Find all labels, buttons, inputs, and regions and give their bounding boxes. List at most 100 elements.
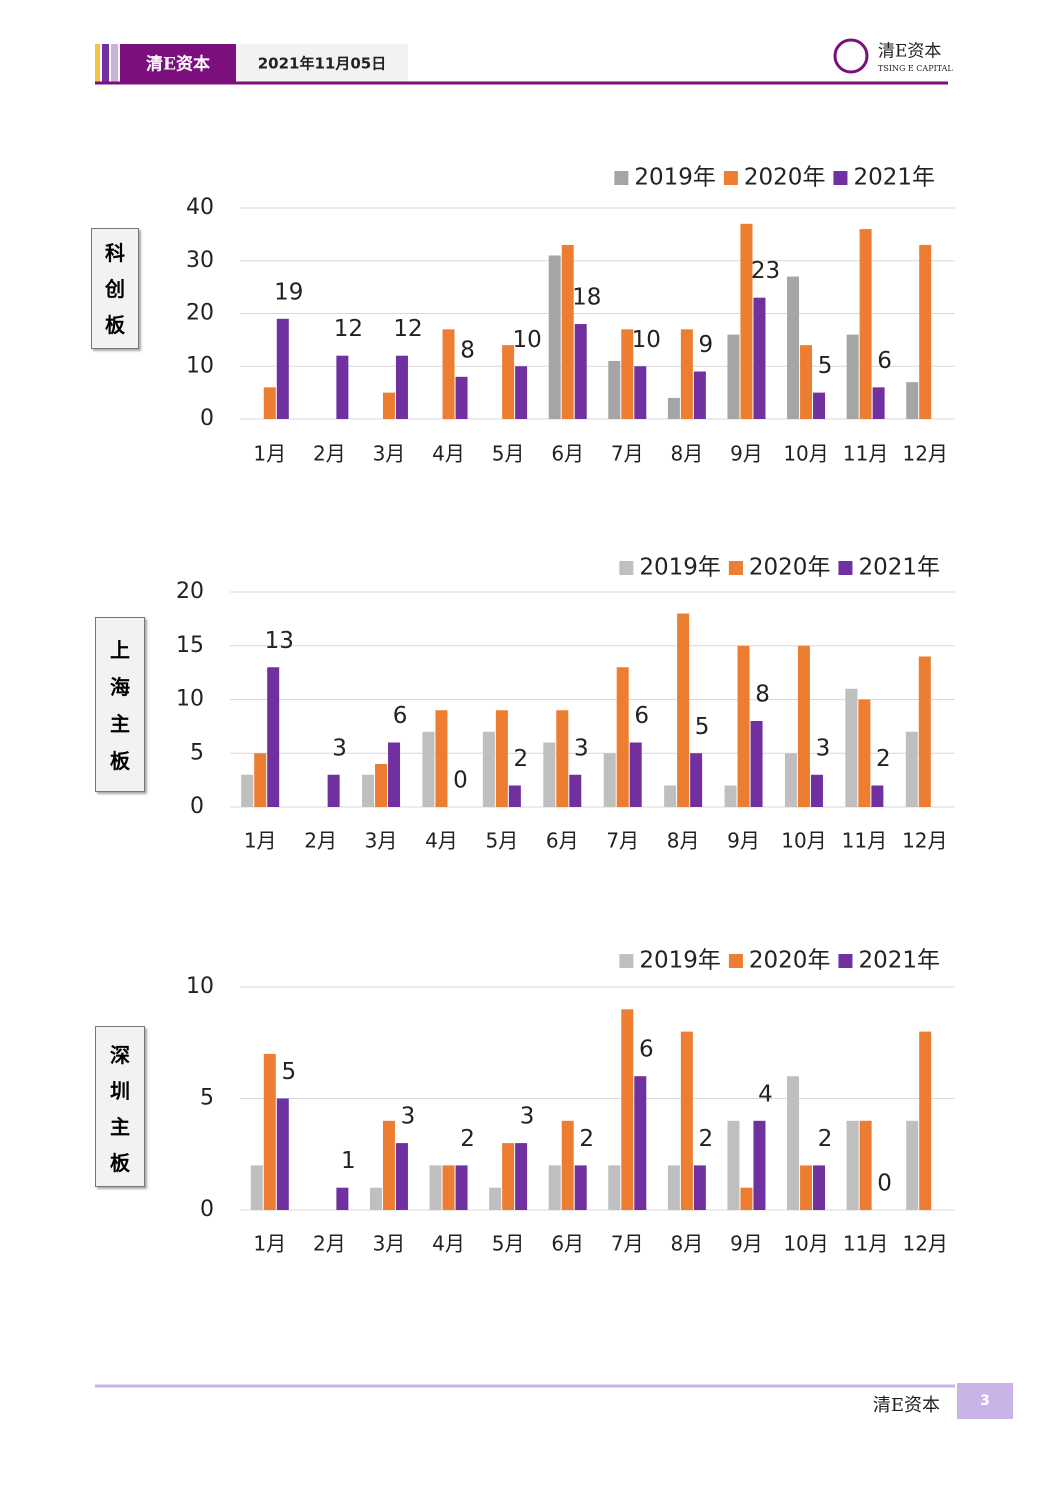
bar	[753, 297, 766, 419]
bar	[569, 774, 582, 807]
x-tick-label: 8月	[667, 829, 700, 853]
bar	[254, 753, 267, 807]
legend-swatch	[728, 561, 743, 575]
bar	[740, 223, 753, 419]
bar	[919, 244, 932, 419]
legend-swatch	[619, 561, 634, 575]
bar	[693, 371, 706, 419]
bar	[543, 742, 556, 807]
data-label: 2	[579, 1126, 594, 1152]
bar	[905, 731, 918, 807]
x-tick-label: 4月	[432, 1232, 465, 1256]
bar	[871, 785, 884, 807]
bar	[574, 324, 587, 419]
legend-label: 2021年	[858, 555, 940, 581]
bar	[382, 392, 395, 419]
data-label: 8	[755, 682, 770, 708]
page-number: 3	[980, 1393, 990, 1409]
chart-side-label: 深圳主板	[95, 1026, 145, 1187]
bar	[603, 753, 616, 807]
legend-swatch	[833, 171, 848, 185]
bar	[906, 382, 919, 419]
bar	[608, 1165, 621, 1210]
bar	[276, 318, 289, 419]
y-tick-label: 40	[186, 195, 214, 220]
y-tick-label: 10	[186, 974, 214, 999]
bar	[495, 710, 508, 807]
bar	[442, 329, 455, 419]
bar	[336, 355, 349, 419]
bar	[667, 1165, 680, 1210]
bar	[455, 1165, 468, 1210]
x-tick-label: 2月	[313, 442, 346, 466]
bar	[375, 764, 388, 807]
bar	[621, 1009, 634, 1210]
bar	[693, 1165, 706, 1210]
bar	[858, 699, 871, 807]
data-label: 2	[514, 746, 529, 772]
bar	[737, 645, 750, 807]
bar	[859, 1120, 872, 1210]
bar	[616, 667, 629, 807]
x-tick-label: 11月	[843, 1232, 888, 1256]
data-label: 5	[695, 714, 710, 740]
bar	[548, 255, 561, 419]
x-tick-label: 12月	[902, 1232, 947, 1256]
bar	[634, 1076, 647, 1210]
data-label: 12	[393, 316, 422, 342]
data-label: 18	[572, 285, 601, 311]
x-tick-label: 10月	[781, 829, 826, 853]
bar	[608, 360, 621, 419]
bar	[740, 1187, 753, 1210]
legend-label: 2020年	[749, 555, 831, 581]
bar	[556, 710, 569, 807]
bar	[327, 774, 340, 807]
bar	[263, 387, 276, 419]
x-tick-label: 1月	[253, 1232, 286, 1256]
header-date: 2021年11月05日	[258, 55, 387, 73]
bar	[859, 229, 872, 419]
bar	[727, 334, 740, 419]
y-tick-label: 5	[190, 740, 204, 765]
bar	[846, 1120, 859, 1210]
y-tick-label: 5	[200, 1086, 214, 1111]
x-tick-label: 3月	[373, 1232, 406, 1256]
legend-swatch	[614, 171, 629, 185]
data-label: 4	[758, 1081, 773, 1107]
bar	[621, 329, 634, 419]
x-tick-label: 2月	[313, 1232, 346, 1256]
header-company: 清E资本	[146, 54, 210, 75]
bar	[797, 645, 810, 807]
bar	[395, 1143, 408, 1210]
header-company-box	[120, 44, 236, 84]
bar	[502, 345, 515, 419]
data-label: 6	[639, 1037, 654, 1063]
x-tick-label: 1月	[244, 829, 277, 853]
x-tick-label: 5月	[492, 1232, 525, 1256]
bar	[845, 688, 858, 807]
legend-label: 2020年	[744, 165, 826, 191]
bar	[382, 1120, 395, 1210]
bar	[919, 1031, 932, 1210]
bar	[813, 392, 826, 419]
data-label: 3	[401, 1104, 416, 1130]
bar	[455, 376, 468, 419]
bar	[561, 244, 574, 419]
x-tick-label: 4月	[425, 829, 458, 853]
data-label: 10	[632, 327, 661, 353]
data-label: 1	[341, 1148, 356, 1174]
bar	[561, 1120, 574, 1210]
bar	[634, 366, 647, 419]
x-tick-label: 11月	[842, 829, 887, 853]
x-tick-label: 1月	[253, 442, 286, 466]
x-tick-label: 6月	[551, 442, 584, 466]
bar	[508, 785, 521, 807]
header-date-box	[236, 44, 408, 82]
bar	[489, 1187, 502, 1210]
bar	[422, 731, 435, 807]
chart-side-label: 科创板	[91, 228, 139, 349]
bar	[515, 1143, 528, 1210]
footer-company: 清E资本	[873, 1395, 940, 1416]
legend-label: 2020年	[749, 948, 831, 974]
